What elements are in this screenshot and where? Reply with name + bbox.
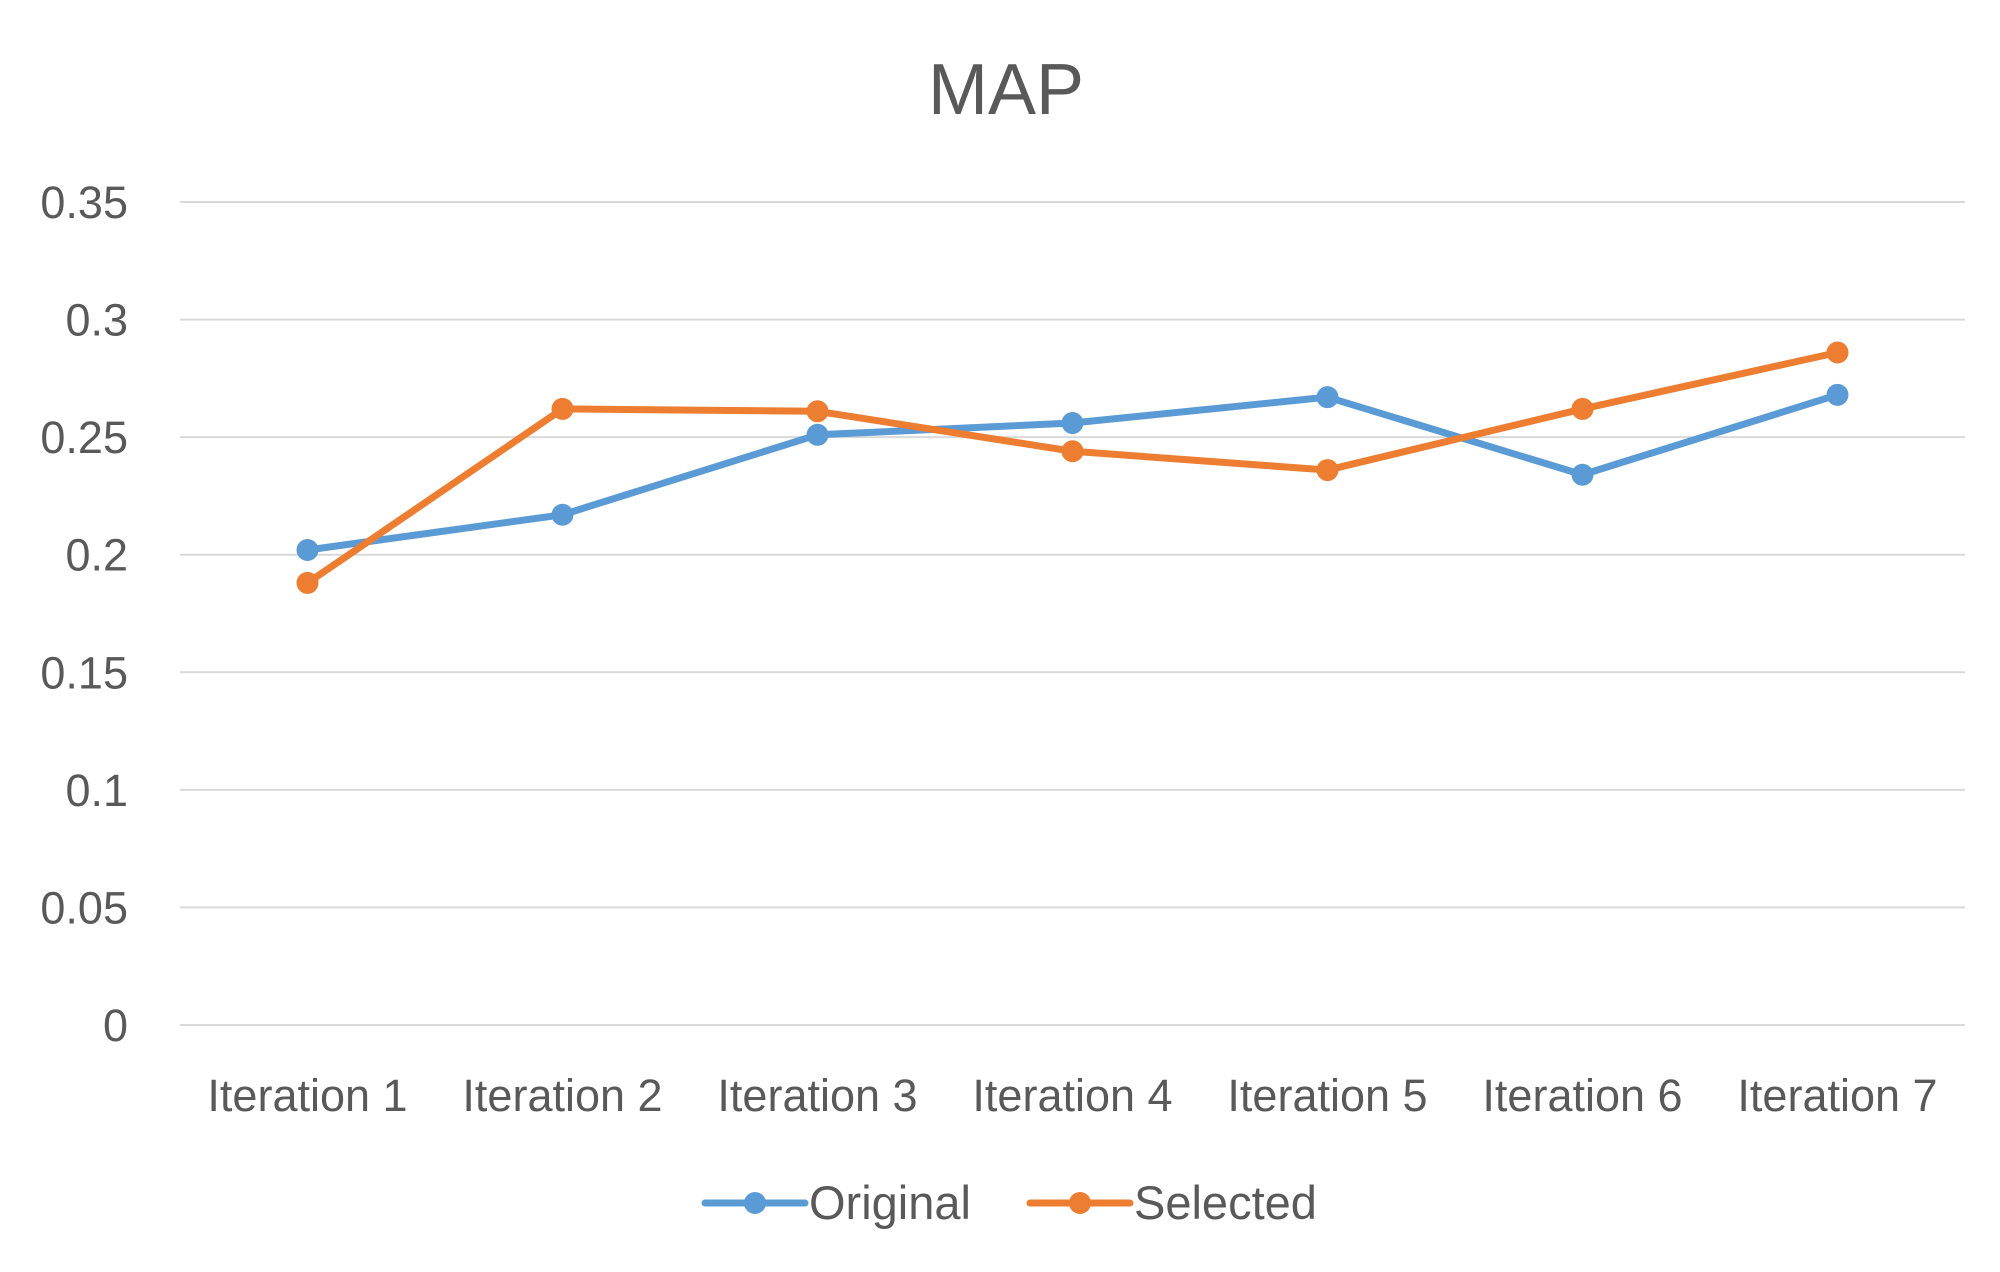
legend: Original Selected xyxy=(701,1176,1317,1229)
x-tick-label: Iteration 2 xyxy=(462,1070,662,1121)
x-tick-label: Iteration 3 xyxy=(717,1070,917,1121)
y-tick-label: 0.1 xyxy=(65,765,128,816)
y-axis-ticks: 0 0.05 0.1 0.15 0.2 0.25 0.3 0.35 xyxy=(40,177,128,1051)
data-point xyxy=(296,539,319,562)
legend-item-original: Original xyxy=(701,1176,971,1229)
data-point xyxy=(551,397,574,420)
series-selected xyxy=(296,341,1849,594)
x-tick-label: Iteration 5 xyxy=(1227,1070,1427,1121)
series xyxy=(296,341,1849,594)
legend-marker xyxy=(744,1192,766,1214)
legend-marker xyxy=(1069,1192,1091,1214)
y-tick-label: 0.3 xyxy=(65,295,128,346)
data-point xyxy=(1826,383,1849,406)
data-point xyxy=(1316,459,1339,482)
data-point xyxy=(1061,440,1084,463)
x-tick-label: Iteration 6 xyxy=(1482,1070,1682,1121)
x-tick-label: Iteration 1 xyxy=(207,1070,407,1121)
y-tick-label: 0 xyxy=(103,1000,128,1051)
y-tick-label: 0.15 xyxy=(40,647,128,698)
data-point xyxy=(806,423,829,446)
legend-label: Original xyxy=(809,1176,971,1229)
chart-title: MAP xyxy=(928,50,1084,130)
x-axis-ticks: Iteration 1 Iteration 2 Iteration 3 Iterati… xyxy=(207,1070,1937,1121)
data-point xyxy=(1571,463,1594,486)
x-tick-label: Iteration 4 xyxy=(972,1070,1172,1121)
gridlines xyxy=(180,201,1965,1026)
data-point xyxy=(806,400,829,423)
legend-item-selected: Selected xyxy=(1026,1176,1317,1229)
y-tick-label: 0.2 xyxy=(65,530,128,581)
data-point xyxy=(1826,341,1849,364)
data-point xyxy=(1061,412,1084,435)
y-tick-label: 0.05 xyxy=(40,882,128,933)
y-tick-label: 0.35 xyxy=(40,177,128,228)
data-point xyxy=(296,571,319,594)
data-point xyxy=(551,503,574,526)
series-original xyxy=(296,383,1849,562)
x-tick-label: Iteration 7 xyxy=(1737,1070,1937,1121)
data-point xyxy=(1316,386,1339,409)
legend-label: Selected xyxy=(1134,1176,1317,1229)
data-point xyxy=(1571,397,1594,420)
y-tick-label: 0.25 xyxy=(40,412,128,463)
